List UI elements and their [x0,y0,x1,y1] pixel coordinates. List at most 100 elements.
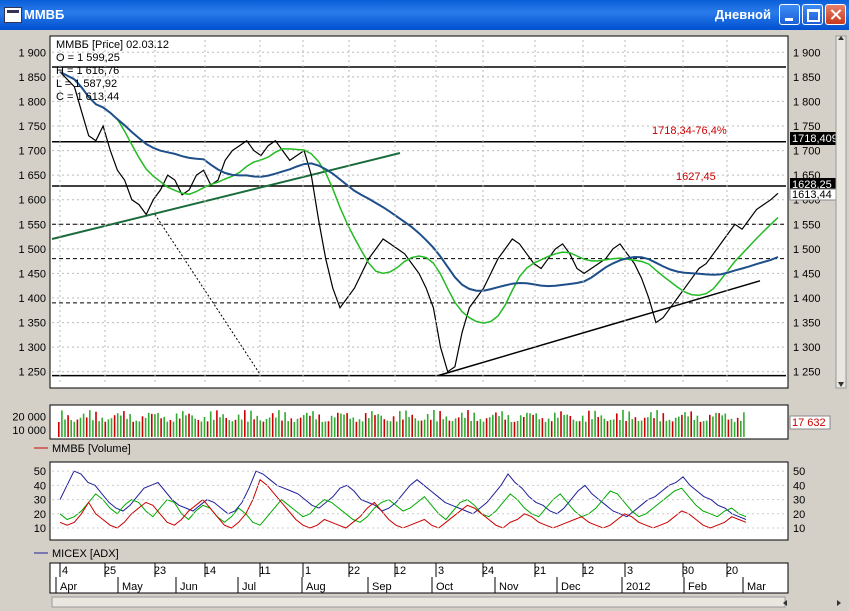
volume-bar [488,417,491,437]
price-plot-area[interactable] [49,35,789,389]
adx-y-axis: 50 50 40 40 30 30 20 20 10 10 [34,466,806,535]
volume-bar [426,413,429,437]
volume-bar [327,421,330,437]
volume-bar [160,418,162,437]
price-scrollbar[interactable] [835,35,847,389]
volume-bar [411,414,413,437]
adx-y-tick-right: 10 [793,523,805,535]
volume-bar [724,413,727,437]
volume-bar [281,420,283,437]
volume-bar [123,411,125,437]
minimize-button[interactable] [779,4,800,25]
volume-bar [492,414,494,437]
volume-bar [194,418,196,437]
level-tag-1-text: 1718,409 [792,133,838,145]
volume-bar [383,419,386,437]
volume-bar [340,413,342,437]
price-y-tick-right: 1 300 [793,342,821,354]
volume-bar [547,418,550,437]
volume-y-tick: 10 000 [12,425,46,437]
scroll-left-icon[interactable] [783,600,787,606]
volume-bar [653,418,655,437]
volume-bar [628,411,630,437]
price-y-tick-left: 1 400 [18,293,46,305]
volume-bar [430,419,432,437]
volume-bar [330,415,333,437]
maximize-button[interactable] [802,4,823,25]
volume-bar [197,419,200,437]
volume-bar [659,421,661,437]
scroll-right-icon[interactable] [837,600,841,606]
volume-bar [213,419,215,437]
volume-bar [420,420,423,437]
volume-bar [702,421,705,437]
level-tag-3-text: 1613,44 [792,189,832,201]
volume-bar [299,417,302,437]
volume-bar [696,415,699,437]
volume-bar [374,415,376,437]
volume-bar [622,409,624,437]
volume-bar [423,419,426,437]
volume-bar [349,418,351,437]
volume-bar [442,419,444,437]
volume-bar [705,420,708,437]
volume-bar [247,421,249,437]
volume-bar [454,418,457,437]
scroll-up-icon[interactable] [838,36,844,40]
volume-bar [470,420,472,437]
volume-bar [228,420,231,437]
volume-bar [510,421,513,437]
title-bar[interactable]: ММВБ Дневной [0,0,849,30]
day-tick-label: 12 [394,565,406,577]
volume-bar [392,416,395,437]
volume-bar [296,418,299,437]
volume-bar [89,410,91,437]
volume-bar [681,414,683,437]
volume-bar [141,416,144,437]
volume-bar [436,421,438,437]
volume-bar [699,421,702,437]
adx-legend: MICEX [ADX] [52,548,119,560]
volume-bar [265,418,268,437]
volume-bar [380,415,382,437]
volume-y-tick: 20 000 [12,412,46,424]
chart-window-icon [4,7,22,23]
month-tick-label: 2012 [626,581,650,593]
adx-y-tick-right: 50 [793,466,805,478]
volume-last-tag [789,415,831,430]
volume-bar [200,421,203,437]
volume-bar [284,412,286,437]
support-trendline [437,280,761,377]
scroll-down-icon[interactable] [838,382,844,387]
volume-bar [206,421,209,437]
volume-bar [324,421,327,437]
long-moving-average-line [59,71,779,292]
period-label: Дневной [714,7,771,22]
volume-bar [513,421,516,437]
volume-bar [225,417,227,437]
volume-bar [709,414,711,437]
close-button[interactable] [825,4,846,25]
volume-bar [244,410,246,437]
horizontal-scrollbar[interactable] [51,596,786,608]
price-y-tick-left: 1 750 [18,121,46,133]
day-tick-label: 14 [204,565,216,577]
volume-bar [504,419,506,437]
volume-bar [256,415,258,437]
volume-bar [479,419,482,437]
volume-bar [538,419,541,437]
price-y-tick-left: 1 550 [18,219,46,231]
adx-y-tick-right: 30 [793,495,805,507]
volume-last-value: 17 632 [792,417,826,429]
volume-bar [58,422,60,437]
volume-bar [231,421,234,437]
day-tick-label: 25 [104,565,116,577]
price-y-tick-right: 1 400 [793,293,821,305]
volume-bar [727,419,730,437]
volume-bar [715,412,717,437]
volume-bars [58,409,745,437]
volume-bar [275,417,277,437]
ohlc-high: H = 1 616,76 [56,65,119,77]
